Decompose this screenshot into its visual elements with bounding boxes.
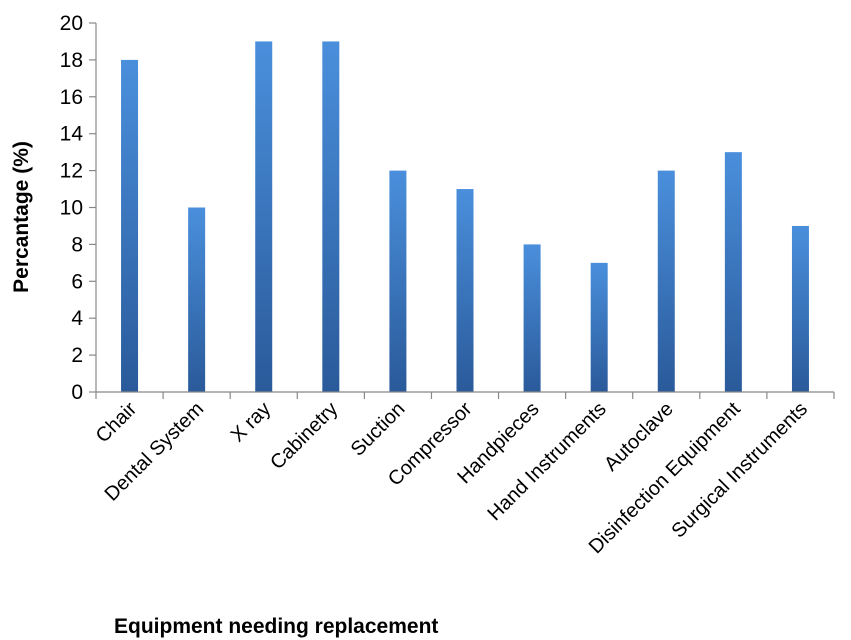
y-tick-label: 8: [71, 233, 83, 256]
y-tick-label: 6: [71, 270, 83, 293]
y-tick-label: 2: [71, 344, 83, 367]
x-category-label: Surgical Instruments: [668, 398, 812, 542]
y-tick-label: 12: [60, 160, 83, 183]
y-tick-label: 0: [71, 381, 83, 404]
x-axis-ticks: [95, 392, 835, 399]
x-axis-title: Equipment needing replacement: [114, 615, 438, 638]
bar: [590, 262, 608, 392]
bar: [456, 189, 474, 392]
bar: [255, 41, 273, 392]
bar: [523, 244, 541, 392]
y-tick-label: 10: [60, 197, 83, 220]
bars: [121, 41, 809, 393]
y-tick-label: 14: [60, 123, 84, 146]
bar: [389, 170, 407, 392]
y-tick-label: 20: [60, 12, 83, 35]
bar: [188, 207, 206, 392]
bar: [121, 59, 139, 393]
bar: [791, 225, 809, 392]
y-tick-label: 4: [71, 307, 83, 330]
bar: [657, 170, 675, 392]
y-tick-label: 16: [60, 86, 83, 109]
x-category-label: Suction: [347, 398, 410, 461]
x-category-label: Cabinetry: [266, 398, 342, 474]
bar: [322, 41, 340, 392]
y-axis-ticks: 0 2 4 6 8 10 12 14 16 18 20: [60, 12, 96, 404]
y-axis-title: Percantage (%): [10, 141, 33, 293]
x-category-label: X ray: [227, 398, 276, 447]
x-category-label: Chair: [92, 398, 142, 448]
bar: [724, 152, 742, 392]
x-category-label: Hand Instruments: [484, 398, 611, 525]
y-tick-label: 18: [60, 49, 83, 72]
